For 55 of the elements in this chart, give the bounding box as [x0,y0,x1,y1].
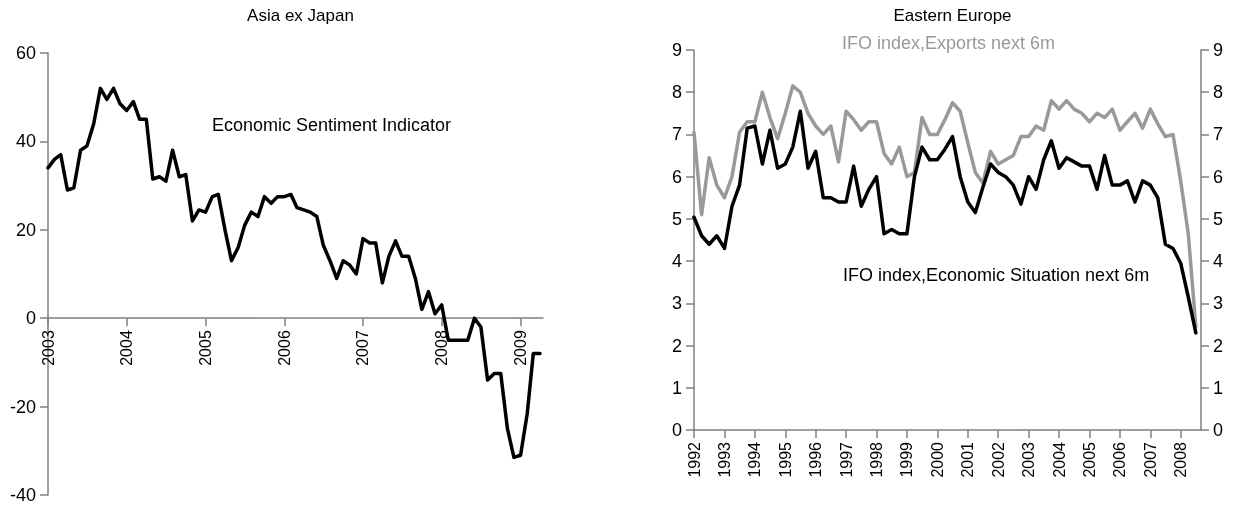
x-tick-label: 2007 [1141,441,1159,478]
y-tick-label: 0 [25,308,36,329]
y-tick-label: 6 [671,166,682,187]
y-tick-label: 2 [671,335,682,356]
x-tick-label: 2002 [989,441,1007,478]
y-tick-label: -20 [9,396,36,417]
x-tick-label: 1992 [685,441,703,478]
y-tick-label: 5 [671,208,682,229]
y2-tick-label: 2 [1213,335,1224,356]
y-tick-label: 9 [671,40,682,60]
x-tick-label: 2004 [1050,441,1068,478]
y-tick-label: 20 [15,219,36,240]
x-tick-label: 2005 [1080,441,1098,478]
x-tick-label: 2001 [959,441,977,478]
x-tick-label: 2007 [354,330,372,366]
y-tick-label: 0 [671,420,682,440]
y2-tick-label: 5 [1213,208,1224,229]
x-tick-label: 1995 [776,441,794,478]
text: Economic Sentiment Indicator [212,115,452,135]
x-tick-label: 2005 [197,330,215,366]
x-tick-label: 2008 [433,330,451,366]
x-tick-label: 2008 [1172,441,1190,478]
x-tick-label: 2006 [1111,441,1129,478]
series-label: IFO index,Economic Situation next 6m [843,265,1150,285]
y2-tick-label: 4 [1213,251,1224,272]
x-tick-label: 2004 [118,330,136,366]
y-tick-label: 8 [671,82,682,103]
y-tick-label: -40 [9,485,36,505]
y-tick-label: 7 [671,124,682,145]
x-tick-label: 1993 [715,441,733,478]
y2-tick-label: 9 [1213,40,1224,60]
y2-tick-label: 8 [1213,82,1224,103]
text: IFO index,Exports next 6m [842,33,1056,53]
y-tick-label: 3 [671,293,682,314]
x-tick-label: 2003 [1020,441,1038,478]
x-tick-label: 1997 [837,441,855,478]
y-tick-label: 1 [671,377,682,398]
x-tick-label: 2006 [275,330,293,366]
chart-title: Eastern Europe [893,6,1012,25]
y2-tick-label: 1 [1213,377,1224,398]
y-tick-label: 60 [15,43,36,63]
x-tick-label: 2000 [928,441,946,478]
y2-tick-label: 3 [1213,293,1224,314]
y2-tick-label: 0 [1213,420,1224,440]
y2-tick-label: 6 [1213,166,1224,187]
y-tick-label: 4 [671,251,682,272]
chart-title: Asia ex Japan [247,6,354,25]
x-tick-label: 1994 [746,441,764,478]
x-tick-label: 1996 [807,441,825,478]
y-tick-label: 40 [15,131,36,152]
x-tick-label: 1999 [898,441,916,478]
x-tick-label: 2003 [39,330,57,366]
x-tick-label: 1998 [868,441,886,478]
y2-tick-label: 7 [1213,124,1224,145]
x-tick-label: 2009 [512,330,530,366]
